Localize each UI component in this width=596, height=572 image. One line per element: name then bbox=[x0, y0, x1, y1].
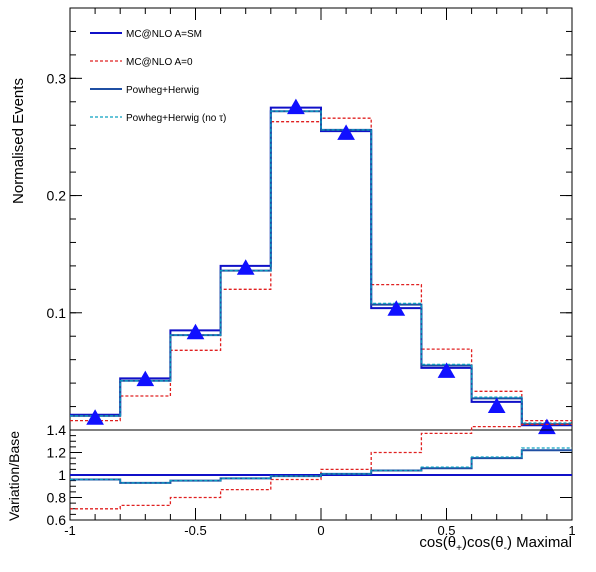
ratio-y-axis-label: Variation/Base bbox=[6, 431, 22, 521]
triangle-marker bbox=[236, 259, 255, 275]
x-label-mid: )cos(θ bbox=[462, 534, 504, 551]
ratio-series-line-3 bbox=[70, 447, 572, 484]
main-frame bbox=[69, 7, 573, 431]
legend: MC@NLO A=SM MC@NLO A=0 Powheg+Herwig Powheg… bbox=[90, 29, 226, 124]
main-panel: 0.1 0.2 0.3 bbox=[47, 7, 573, 435]
main-y-tick-label: 0.3 bbox=[47, 70, 67, 86]
main-y-tick-label: 0.1 bbox=[47, 305, 67, 321]
main-y-axis-label: Normalised Events bbox=[10, 78, 27, 204]
triangle-marker bbox=[538, 418, 556, 435]
x-label-sub-minus: - bbox=[504, 543, 507, 554]
x-tick-label: -1 bbox=[64, 523, 76, 538]
legend-label: Powheg+Herwig (no τ) bbox=[126, 113, 226, 124]
ratio-panel: 0.6 0.8 1 1.2 1.4 -1 -0.5 0 0.5 1 bbox=[47, 422, 576, 538]
x-label-pre: cos(θ bbox=[419, 534, 456, 551]
x-tick-label: 1 bbox=[568, 523, 575, 538]
triangle-marker bbox=[86, 409, 104, 425]
main-series-line-3 bbox=[70, 110, 572, 424]
x-label-post: ) Maximal bbox=[507, 534, 572, 551]
main-y-tick-label: 0.2 bbox=[47, 188, 67, 204]
ratio-y-tick-label: 0.6 bbox=[47, 512, 67, 528]
x-tick-label: 0 bbox=[317, 523, 324, 538]
x-tick-label: 0.5 bbox=[437, 523, 455, 538]
x-label-sub-plus: + bbox=[456, 543, 462, 554]
x-axis-label: cos(θ+)cos(θ-) Maximal bbox=[419, 534, 572, 554]
ratio-y-tick-label: 1 bbox=[58, 467, 66, 483]
triangle-marker bbox=[487, 397, 506, 414]
x-tick-label: -0.5 bbox=[184, 523, 206, 538]
legend-label: MC@NLO A=0 bbox=[126, 57, 193, 68]
ratio-series-line-1 bbox=[70, 423, 572, 510]
triangle-marker bbox=[387, 300, 406, 316]
ratio-y-tick-label: 1.4 bbox=[47, 422, 67, 438]
triangle-marker bbox=[136, 370, 155, 387]
legend-label: Powheg+Herwig bbox=[126, 85, 199, 96]
triangle-marker bbox=[437, 362, 456, 378]
ratio-y-tick-label: 1.2 bbox=[47, 445, 67, 461]
legend-label: MC@NLO A=SM bbox=[126, 29, 202, 40]
triangle-marker bbox=[337, 124, 355, 140]
ratio-y-tick-label: 0.8 bbox=[47, 490, 67, 506]
triangle-marker bbox=[287, 98, 305, 115]
triangle-marker bbox=[186, 323, 205, 340]
